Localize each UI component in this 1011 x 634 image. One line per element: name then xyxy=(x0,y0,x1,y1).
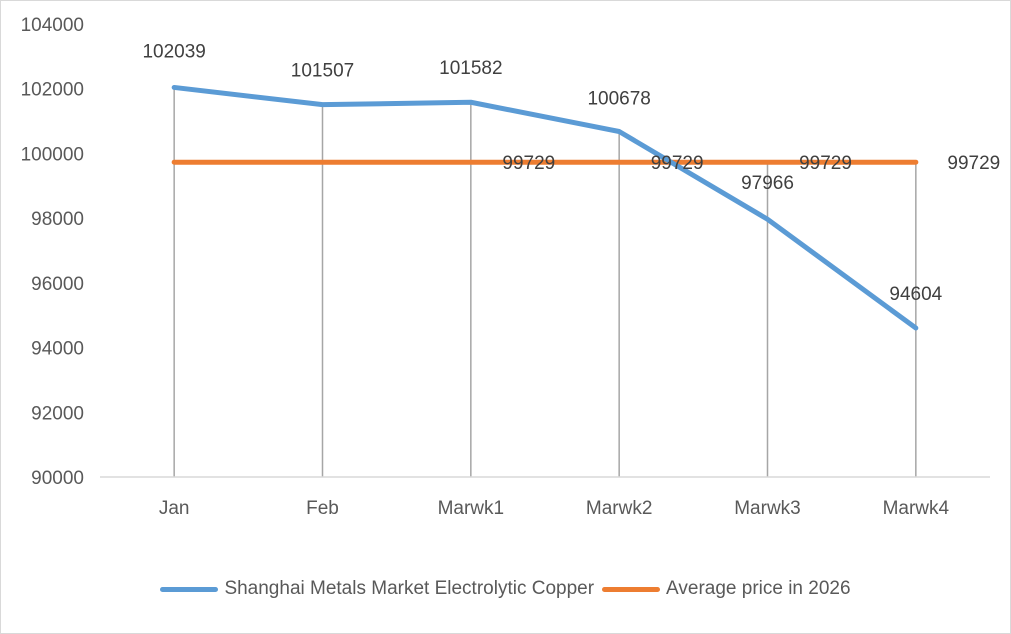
x-tick-label: Marwk1 xyxy=(438,498,505,519)
legend-item-copper[interactable]: Shanghai Metals Market Electrolytic Copp… xyxy=(160,578,594,600)
legend-label-copper: Shanghai Metals Market Electrolytic Copp… xyxy=(224,578,595,599)
x-tick-label: Jan xyxy=(159,498,190,519)
copper-data-label: 101582 xyxy=(439,58,502,79)
y-tick-label: 102000 xyxy=(21,80,84,101)
legend-label-average: Average price in 2026 xyxy=(666,578,851,599)
x-tick-label: Marwk4 xyxy=(883,498,950,519)
legend: Shanghai Metals Market Electrolytic Copp… xyxy=(0,578,1011,600)
average-data-label: 99729 xyxy=(502,153,555,174)
legend-swatch-average xyxy=(602,586,661,592)
average-data-label: 99729 xyxy=(947,153,1000,174)
copper-price-line[interactable] xyxy=(171,84,919,331)
y-tick-label: 104000 xyxy=(21,15,84,36)
y-tick-label: 92000 xyxy=(31,403,84,424)
x-tick-label: Marwk2 xyxy=(586,498,653,519)
x-tick-label: Feb xyxy=(306,498,339,519)
copper-data-label: 101507 xyxy=(291,61,354,82)
y-tick-label: 94000 xyxy=(31,339,84,360)
copper-data-label: 100678 xyxy=(587,88,650,109)
y-tick-label: 90000 xyxy=(31,468,84,489)
y-tick-label: 98000 xyxy=(31,209,84,230)
copper-data-label: 94604 xyxy=(889,284,942,305)
copper-data-label: 97966 xyxy=(741,173,794,194)
y-tick-label: 100000 xyxy=(21,144,84,165)
copper-data-label: 102039 xyxy=(142,41,205,62)
legend-swatch-copper xyxy=(160,586,219,592)
legend-item-average[interactable]: Average price in 2026 xyxy=(602,578,851,600)
x-tick-label: Marwk3 xyxy=(734,498,801,519)
average-data-label: 99729 xyxy=(651,153,704,174)
average-data-label: 99729 xyxy=(799,153,852,174)
y-tick-label: 96000 xyxy=(31,274,84,295)
